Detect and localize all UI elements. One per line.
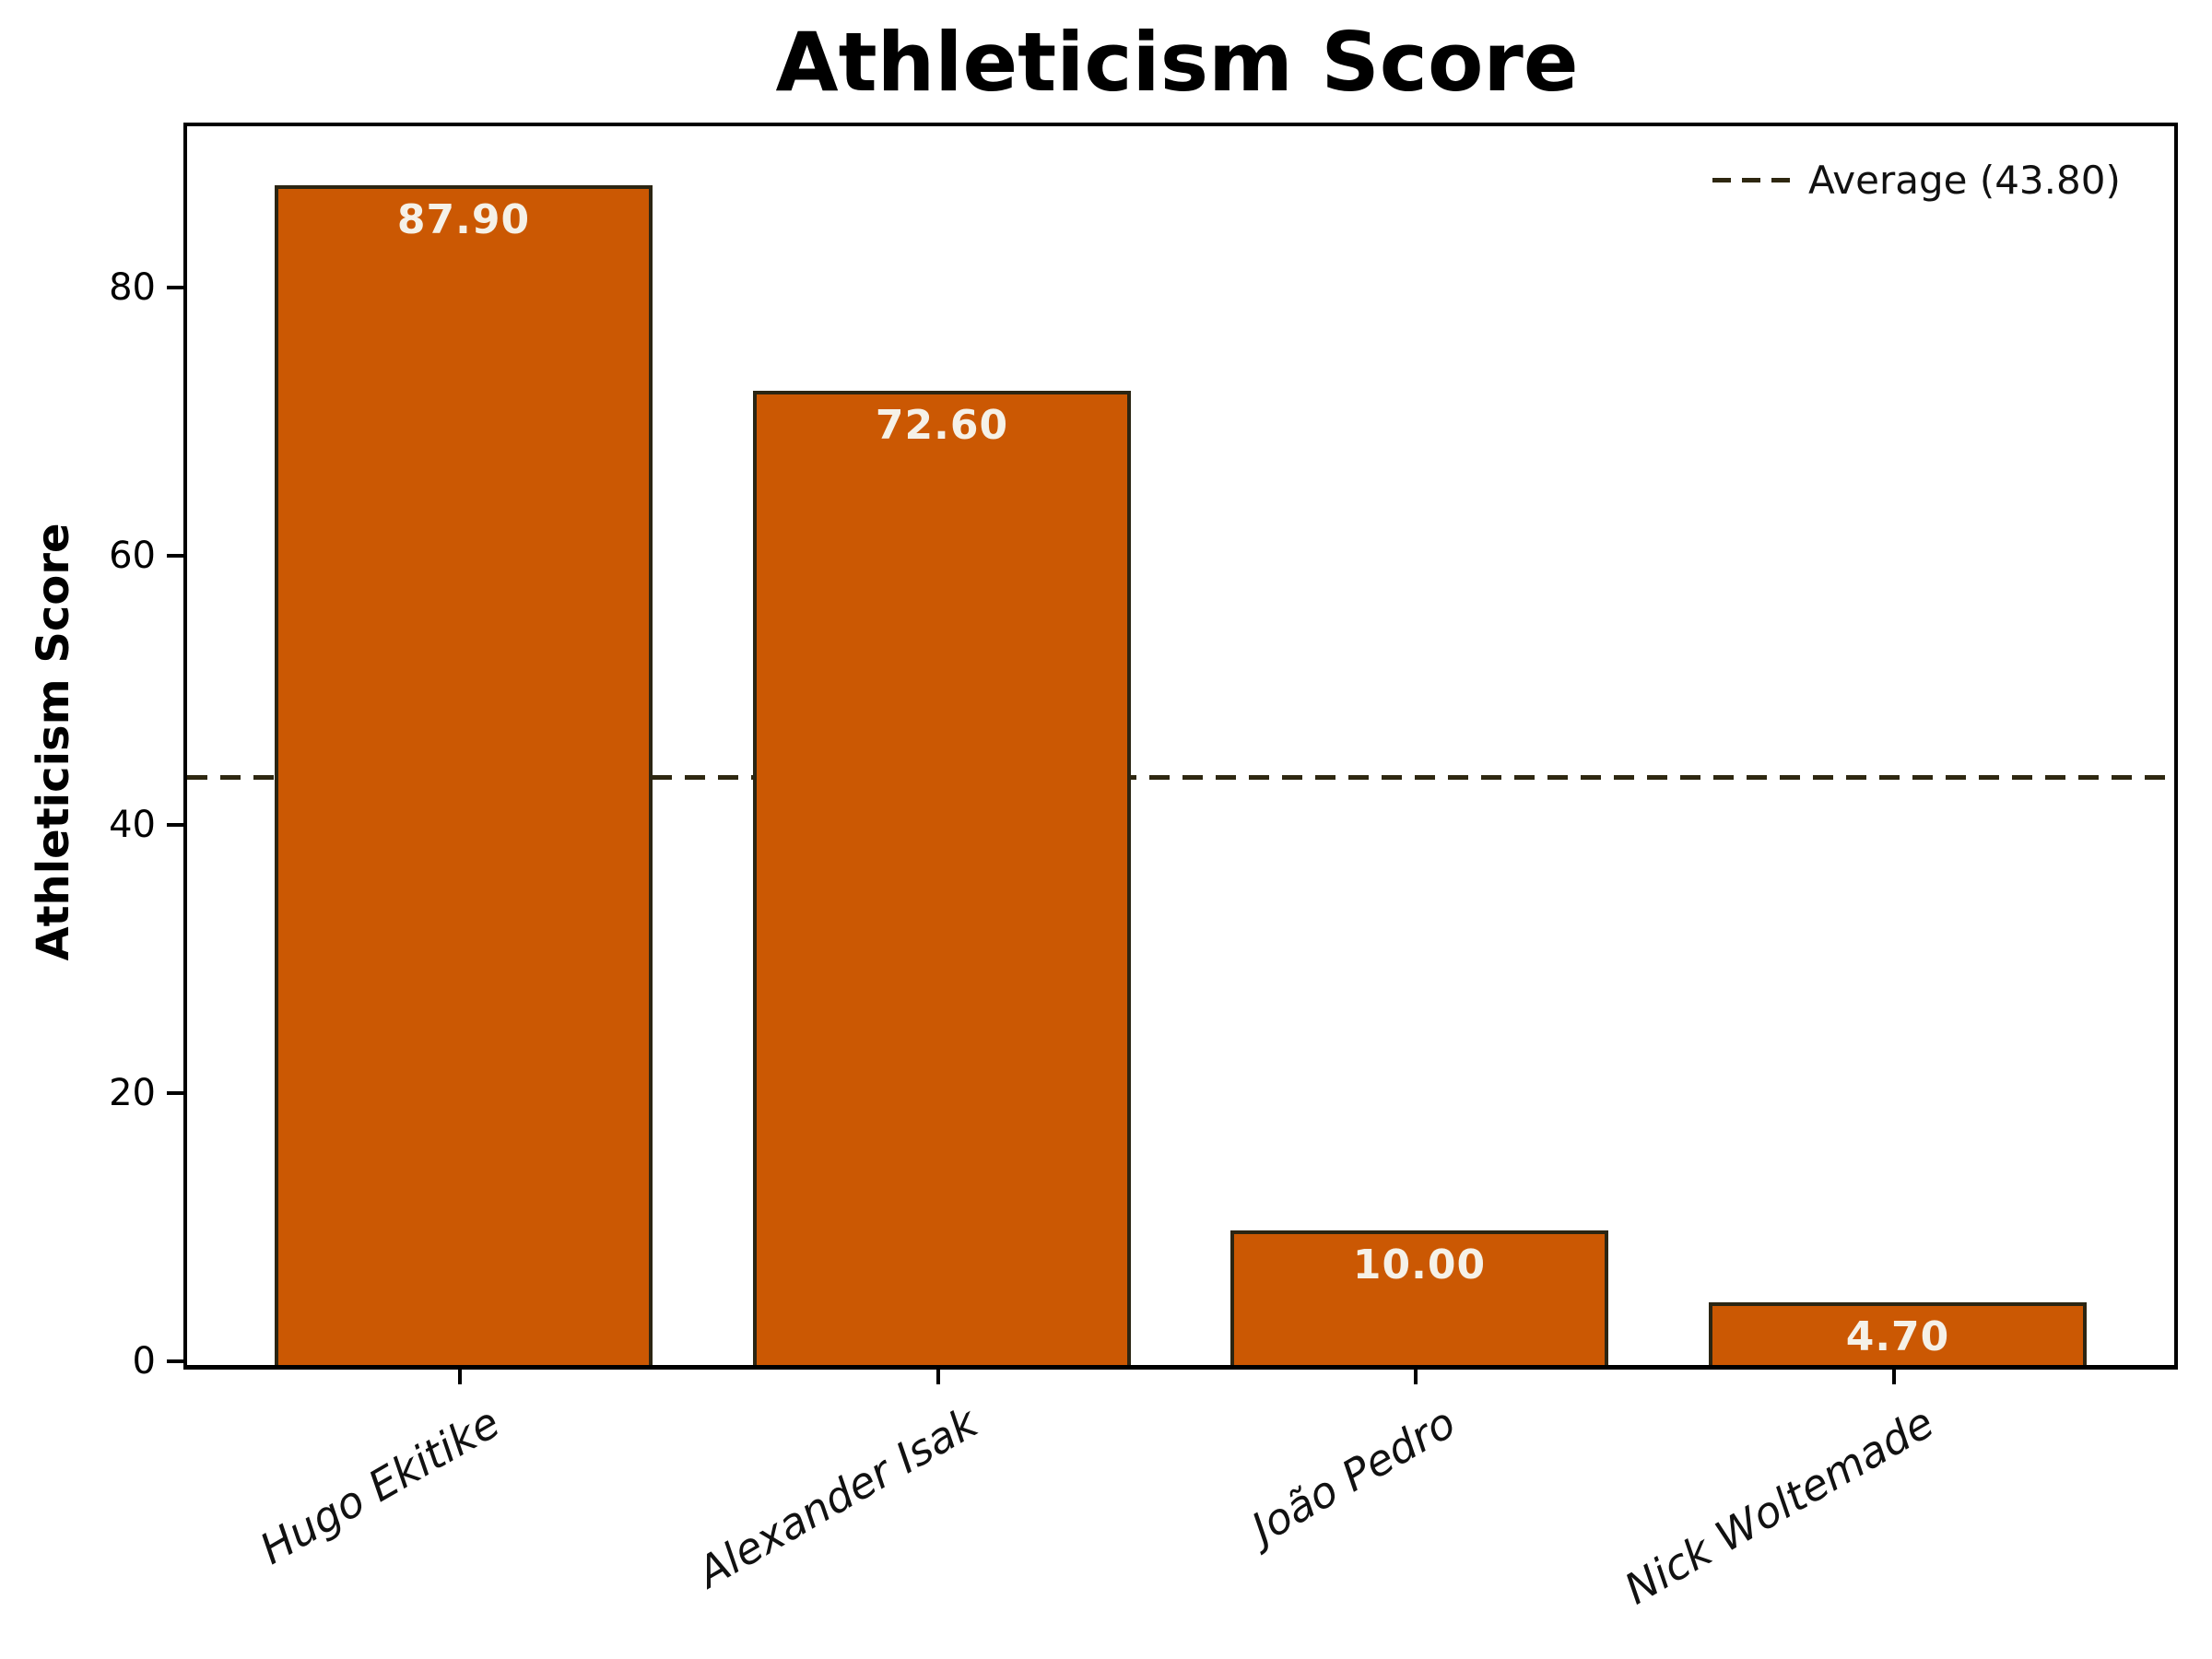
x-tick-mark xyxy=(458,1366,462,1384)
bar: 4.70 xyxy=(1709,1302,2087,1365)
y-tick-label: 60 xyxy=(109,535,156,577)
bar: 87.90 xyxy=(275,185,653,1365)
y-tick-label: 40 xyxy=(109,804,156,846)
y-tick-mark xyxy=(167,823,183,827)
average-dashed-line xyxy=(187,775,2174,780)
x-tick-label: Hugo Ekitike xyxy=(251,1397,508,1574)
y-tick-label: 0 xyxy=(132,1340,156,1382)
y-tick-label: 80 xyxy=(109,266,156,309)
y-tick-mark xyxy=(167,1359,183,1363)
x-tick-mark xyxy=(1892,1366,1896,1384)
bar: 72.60 xyxy=(753,391,1131,1365)
x-tick-label: Nick Woltemade xyxy=(1616,1397,1942,1615)
legend: Average (43.80) xyxy=(1712,158,2121,203)
x-tick-label: Alexander Isak xyxy=(689,1397,986,1598)
bar-value-label: 10.00 xyxy=(1352,1241,1487,1288)
y-tick-mark xyxy=(167,1091,183,1095)
chart-title: Athleticism Score xyxy=(775,15,1579,110)
plot-area: Average (43.80) 87.90 72.60 10.00 4.70 xyxy=(183,123,2178,1370)
bar-value-label: 72.60 xyxy=(875,402,1009,449)
legend-dashed-line-icon xyxy=(1712,178,1790,182)
y-tick-mark xyxy=(167,286,183,289)
x-tick-mark xyxy=(936,1366,940,1384)
x-tick-mark xyxy=(1414,1366,1418,1384)
y-tick-mark xyxy=(167,554,183,558)
legend-label: Average (43.80) xyxy=(1808,158,2121,203)
bar-value-label: 4.70 xyxy=(1845,1313,1950,1360)
y-tick-label: 20 xyxy=(109,1072,156,1114)
bar: 10.00 xyxy=(1230,1230,1608,1365)
y-axis-title: Athleticism Score xyxy=(28,523,79,961)
x-tick-label: João Pedro xyxy=(1242,1397,1464,1554)
bar-value-label: 87.90 xyxy=(396,196,531,243)
